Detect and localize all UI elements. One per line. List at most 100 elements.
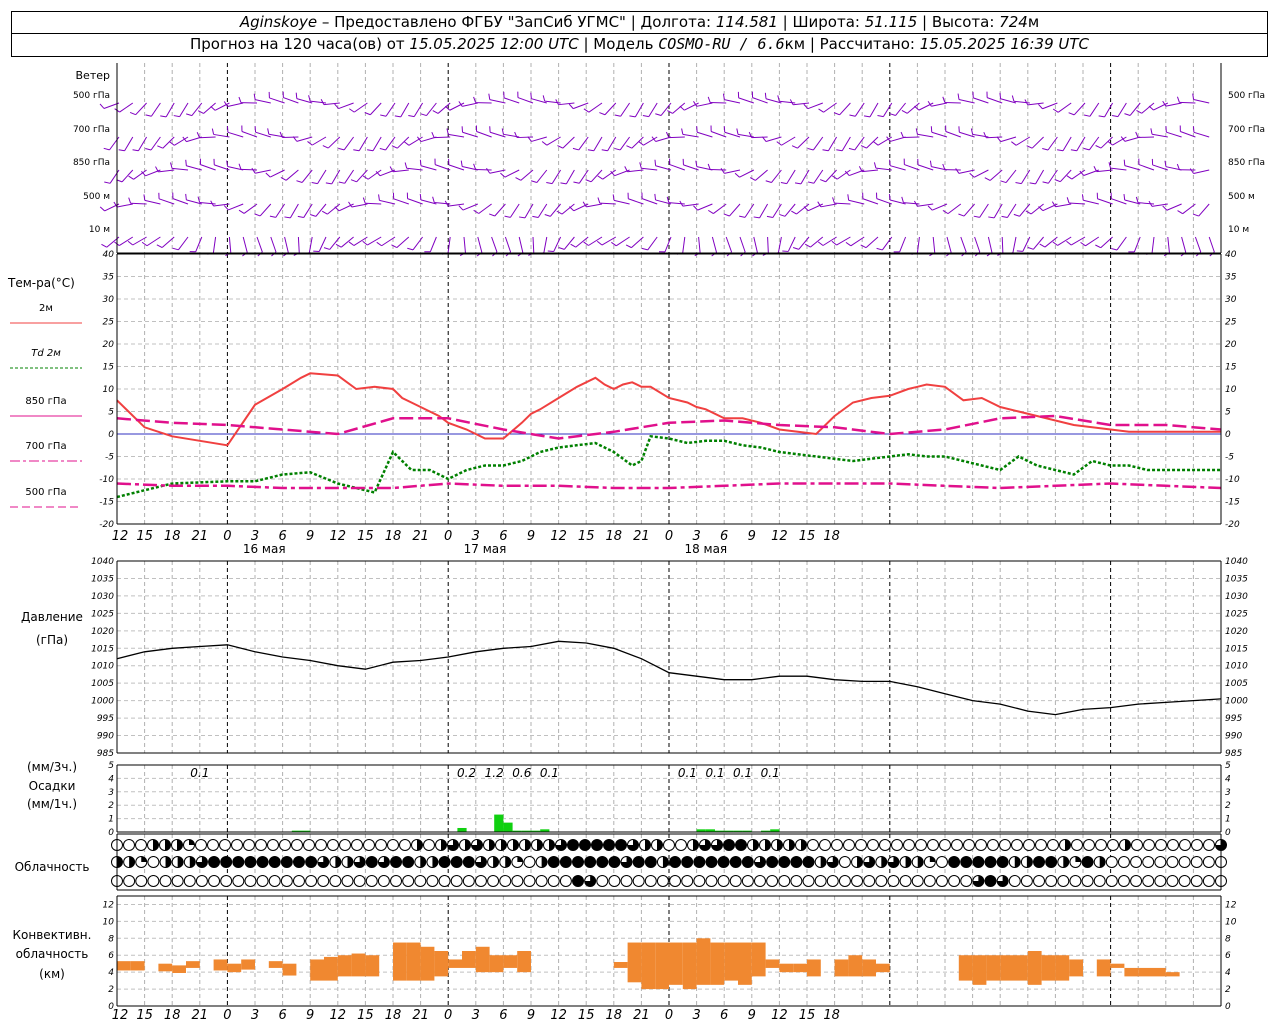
wind-barb (124, 136, 134, 151)
wind-barb (532, 236, 535, 254)
wind-barb (109, 136, 120, 151)
wind-barb-feather (583, 108, 590, 113)
wind-barb-feather (128, 197, 132, 204)
temp-tick-right: 30 (1225, 295, 1237, 305)
wind-barb-feather (348, 241, 355, 246)
wind-barb-feather (1111, 114, 1119, 118)
hour-label: 0 (223, 1008, 231, 1023)
cloud-fill (693, 839, 699, 851)
wind-barb-feather (779, 213, 786, 217)
wind-barb (947, 203, 962, 215)
wind-barb-feather (1024, 99, 1029, 106)
conv-cloud-bar (765, 959, 780, 968)
wind-barb (550, 203, 561, 217)
hour-label: 15 (357, 1008, 374, 1023)
wind-barb (786, 169, 796, 184)
cloud-fill (984, 875, 996, 887)
temp-tick-right: 15 (1225, 363, 1237, 373)
wind-barb-feather (334, 103, 339, 109)
temp-tick-right: 0 (1225, 430, 1231, 440)
wind-barb-feather (1108, 162, 1111, 169)
conv-cloud-bar (627, 942, 642, 983)
cloud-fill (572, 856, 584, 868)
wind-barb (331, 169, 341, 185)
cloud-cover-symbol (353, 875, 366, 887)
cloud-cover-symbol (499, 875, 512, 887)
wind-barb (296, 136, 313, 142)
wind-barb-feather (1135, 196, 1139, 203)
precip-tick-left: 2 (108, 801, 114, 811)
precip-tick-right: 5 (1225, 761, 1231, 771)
cloud-fill (972, 875, 984, 887)
altitude-unit: м (1027, 13, 1040, 31)
wind-barb-feather (419, 193, 422, 200)
wind-barb (767, 236, 769, 254)
wind-barb-feather (638, 141, 644, 146)
wind-barb-feather (185, 159, 187, 166)
cloud-cover-symbol (243, 839, 255, 851)
cloud-cover-symbol (1047, 839, 1059, 851)
precip-bar (457, 827, 467, 832)
wind-barb-feather (1042, 181, 1049, 184)
cloud-fill (220, 856, 232, 868)
wind-barb-feather (1107, 140, 1113, 146)
wind-barb (1057, 102, 1072, 113)
wind-barb (146, 236, 161, 247)
wind-barb-feather (611, 241, 617, 247)
provider-text: Предоставлено ФГБУ "ЗапСиб УГМС" (334, 13, 626, 31)
day-label: 17 мая (464, 542, 507, 556)
wind-barb-feather (362, 197, 366, 204)
wind-barb (1151, 236, 1155, 253)
temp-legend-label: 850 гПа (25, 396, 66, 407)
cloud-cover-symbol (474, 875, 487, 887)
wind-barb (669, 164, 685, 171)
cloud-cover-symbol (256, 875, 269, 887)
wind-barb (836, 169, 851, 180)
wind-barb (119, 236, 134, 246)
cloud-fill (790, 856, 802, 868)
hour-label: 15 (578, 1008, 595, 1023)
wind-barb (1035, 169, 1045, 185)
cloud-cover-symbol (547, 875, 560, 887)
hour-label: 18 (164, 1008, 181, 1023)
wind-barb-feather (143, 194, 146, 201)
wind-barb (753, 236, 758, 253)
wind-barb-feather (651, 136, 657, 142)
cloud-cover-symbol (1069, 875, 1082, 887)
wind-barb (904, 164, 920, 171)
wind-barb-feather (404, 162, 408, 169)
temp-tick-right: 25 (1225, 318, 1237, 328)
calc-label: Рассчитано: (819, 35, 915, 53)
conv-cloud-bar (682, 942, 697, 990)
wind-barb-feather (817, 241, 824, 246)
temp-tick-right: 5 (1225, 408, 1231, 418)
conv-cloud-bar (958, 955, 973, 981)
wind-barb-feather (1148, 200, 1153, 207)
wind-barb (738, 97, 754, 104)
wind-barb-feather (693, 205, 698, 211)
cloud-fill (801, 839, 807, 851)
wind-barb-feather (145, 148, 152, 151)
pressure-unit: (гПа) (36, 633, 68, 647)
hour-label: 0 (665, 1008, 673, 1023)
cloud-fill (465, 839, 471, 851)
wind-barb (340, 236, 354, 248)
cloud-fill (711, 839, 723, 851)
wind-barb-feather (679, 105, 685, 111)
wind-barb-feather (1039, 243, 1046, 248)
conv-tick-right: 10 (1225, 917, 1237, 927)
wind-barb (724, 99, 741, 104)
cloud-cover-symbol (1020, 875, 1033, 887)
cloud-fill (117, 856, 123, 868)
hour-label: 15 (578, 529, 595, 544)
cloud-cover-symbol (1190, 875, 1203, 887)
wind-barb-feather (901, 196, 904, 203)
wind-barb (586, 203, 603, 208)
pressure-tick-left: 1000 (91, 697, 114, 707)
conv-cloud-bar (489, 955, 504, 973)
cloud-fill (208, 856, 220, 868)
wind-barb-feather (196, 132, 201, 138)
wind-barb (1124, 165, 1141, 171)
cloud-cover-symbol (1033, 875, 1046, 887)
wind-barb-feather (556, 210, 563, 215)
